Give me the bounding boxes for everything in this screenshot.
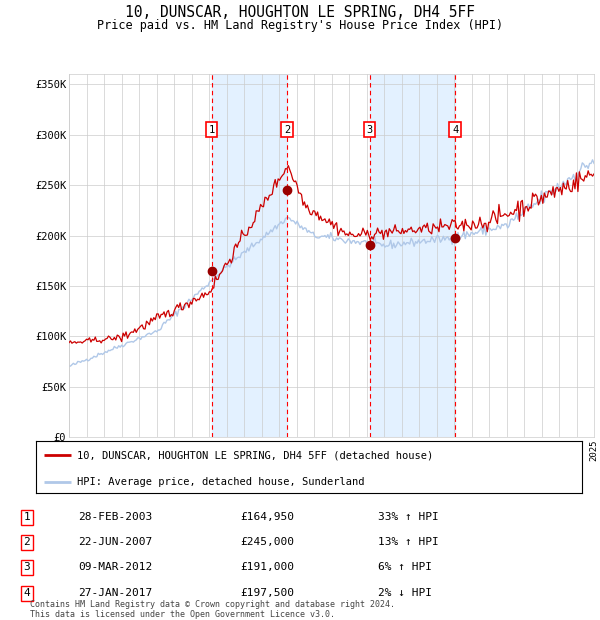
- Text: Price paid vs. HM Land Registry's House Price Index (HPI): Price paid vs. HM Land Registry's House …: [97, 19, 503, 32]
- Text: 10, DUNSCAR, HOUGHTON LE SPRING, DH4 5FF (detached house): 10, DUNSCAR, HOUGHTON LE SPRING, DH4 5FF…: [77, 450, 433, 460]
- Text: £245,000: £245,000: [240, 538, 294, 547]
- Text: £197,500: £197,500: [240, 588, 294, 598]
- Bar: [212, 74, 287, 437]
- Text: HPI: Average price, detached house, Sunderland: HPI: Average price, detached house, Sund…: [77, 477, 364, 487]
- Text: 2: 2: [23, 538, 31, 547]
- Text: 3: 3: [367, 125, 373, 135]
- Text: 10, DUNSCAR, HOUGHTON LE SPRING, DH4 5FF: 10, DUNSCAR, HOUGHTON LE SPRING, DH4 5FF: [125, 5, 475, 20]
- Text: £191,000: £191,000: [240, 562, 294, 572]
- Text: 2: 2: [284, 125, 290, 135]
- Text: £164,950: £164,950: [240, 512, 294, 523]
- Text: 33% ↑ HPI: 33% ↑ HPI: [378, 512, 439, 523]
- Bar: [370, 74, 455, 437]
- Text: 6% ↑ HPI: 6% ↑ HPI: [378, 562, 432, 572]
- Text: 1: 1: [23, 512, 31, 523]
- Text: 4: 4: [452, 125, 458, 135]
- Text: Contains HM Land Registry data © Crown copyright and database right 2024.
This d: Contains HM Land Registry data © Crown c…: [30, 600, 395, 619]
- Text: 1: 1: [209, 125, 215, 135]
- Text: 09-MAR-2012: 09-MAR-2012: [78, 562, 152, 572]
- Text: 27-JAN-2017: 27-JAN-2017: [78, 588, 152, 598]
- Text: 4: 4: [23, 588, 31, 598]
- Text: 28-FEB-2003: 28-FEB-2003: [78, 512, 152, 523]
- Text: 13% ↑ HPI: 13% ↑ HPI: [378, 538, 439, 547]
- Text: 2% ↓ HPI: 2% ↓ HPI: [378, 588, 432, 598]
- Text: 22-JUN-2007: 22-JUN-2007: [78, 538, 152, 547]
- Text: 3: 3: [23, 562, 31, 572]
